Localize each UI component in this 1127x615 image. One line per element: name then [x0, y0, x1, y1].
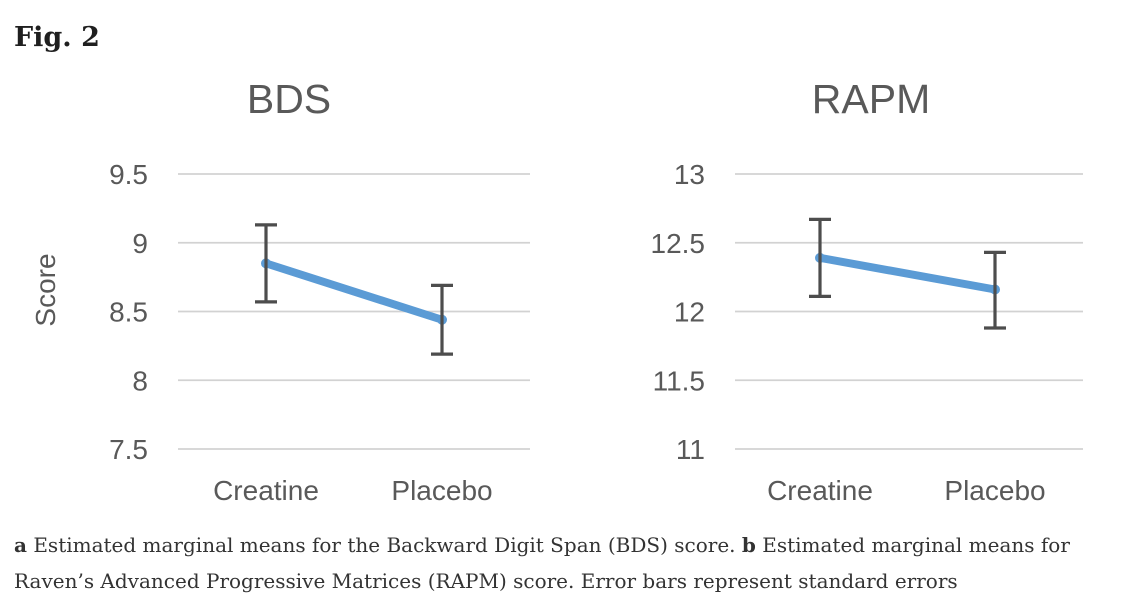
charts-canvas: BDS Score 9.5 9 8.5 8 7.5 Creatine Placebo RAPM 13… — [30, 76, 1083, 506]
y-tick-label: 12 — [674, 297, 705, 328]
y-tick-label: 9.5 — [109, 159, 148, 190]
y-tick-label: 8 — [132, 365, 148, 396]
x-category-label: Placebo — [944, 475, 1045, 506]
y-axis-label: Score — [30, 253, 61, 326]
x-category-label: Creatine — [213, 475, 319, 506]
error-bar — [984, 250, 1006, 330]
error-bar — [431, 283, 453, 356]
caption-part-a-label: a — [14, 533, 27, 557]
caption-part-b-text: Estimated marginal means for Raven’s Adv… — [14, 533, 1070, 593]
x-category-label: Placebo — [391, 475, 492, 506]
series-line — [262, 259, 446, 324]
y-tick-label: 8.5 — [109, 297, 148, 328]
caption-part-b-label: b — [741, 533, 756, 557]
y-tick-label: 11 — [676, 434, 705, 465]
y-tick-label: 12.5 — [651, 228, 706, 259]
y-tick-label: 7.5 — [109, 434, 148, 465]
x-category-label: Creatine — [767, 475, 873, 506]
y-tick-label: 13 — [674, 159, 705, 190]
chart-title: BDS — [247, 76, 331, 122]
bds-chart-panel: BDS Score 9.5 9 8.5 8 7.5 Creatine Placebo — [30, 76, 530, 506]
error-bar — [255, 223, 277, 304]
error-bar — [809, 217, 831, 298]
rapm-chart-panel: RAPM 13 12.5 12 11.5 11 Creatine Placebo — [651, 76, 1083, 506]
figure-caption: a Estimated marginal means for the Backw… — [14, 528, 1089, 599]
series-line — [816, 253, 999, 294]
figure-label: Fig. 2 — [14, 22, 100, 53]
y-tick-label: 9 — [132, 228, 148, 259]
chart-title: RAPM — [812, 76, 930, 122]
caption-part-a-text: Estimated marginal means for the Backwar… — [33, 533, 736, 557]
y-tick-label: 11.5 — [653, 365, 705, 396]
